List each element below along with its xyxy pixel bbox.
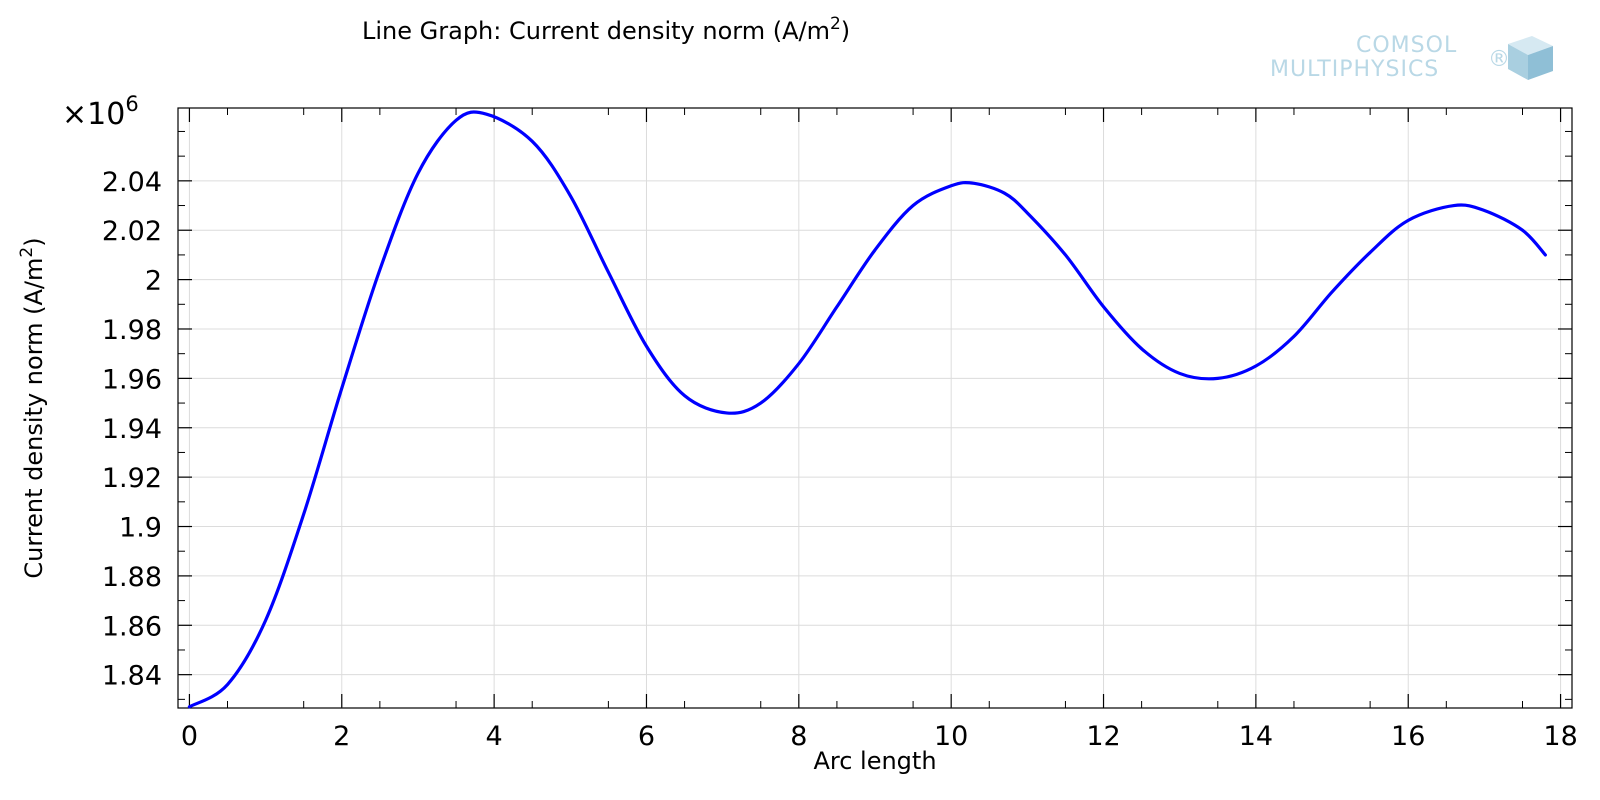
x-axis-label: Arc length: [813, 747, 936, 775]
x-tick-label: 0: [181, 721, 198, 752]
y-axis-label: Current density norm (A/m2): [17, 237, 48, 578]
y-exponent: ×106: [62, 92, 139, 132]
y-tick-label: 2: [145, 266, 162, 297]
x-tick-label: 8: [790, 721, 807, 752]
x-tick-label: 4: [486, 721, 503, 752]
x-tick-label: 18: [1543, 721, 1577, 752]
y-tick-label: 2.04: [102, 167, 162, 198]
plot-area: [177, 107, 1573, 709]
y-tick-label: 1.86: [102, 611, 162, 642]
logo-cube-icon: [1508, 36, 1553, 80]
data-line: [187, 110, 1547, 709]
grid: [178, 108, 1572, 708]
logo-line2: MULTIPHYSICS: [1270, 57, 1439, 82]
y-tick-label: 1.88: [102, 562, 162, 593]
x-tick-label: 14: [1239, 721, 1273, 752]
x-tick-label: 16: [1391, 721, 1425, 752]
logo-line1: COMSOL: [1356, 33, 1457, 58]
x-tick-label: 6: [638, 721, 655, 752]
y-tick-label: 1.92: [102, 463, 162, 494]
axis-ticks: [178, 108, 1572, 708]
y-tick-label: 1.98: [102, 315, 162, 346]
x-tick-label: 10: [934, 721, 968, 752]
x-tick-labels: 0 2 4 6 8 10 12 14 16 18: [181, 721, 1578, 752]
comsol-logo: COMSOL MULTIPHYSICS ®: [1270, 33, 1553, 82]
x-tick-label: 12: [1086, 721, 1120, 752]
x-tick-label: 2: [333, 721, 350, 752]
y-tick-label: 1.94: [102, 414, 162, 445]
y-tick-label: 1.96: [102, 364, 162, 395]
y-tick-label: 1.84: [102, 661, 162, 692]
y-tick-label: 1.9: [119, 513, 162, 544]
y-tick-labels: 1.84 1.86 1.88 1.9 1.92 1.94 1.96 1.98 2 2.02 2.04: [102, 167, 162, 692]
logo-mark: ®: [1488, 47, 1511, 72]
chart-title: Line Graph: Current density norm (A/m2): [362, 14, 850, 45]
y-tick-label: 2.02: [102, 216, 162, 247]
